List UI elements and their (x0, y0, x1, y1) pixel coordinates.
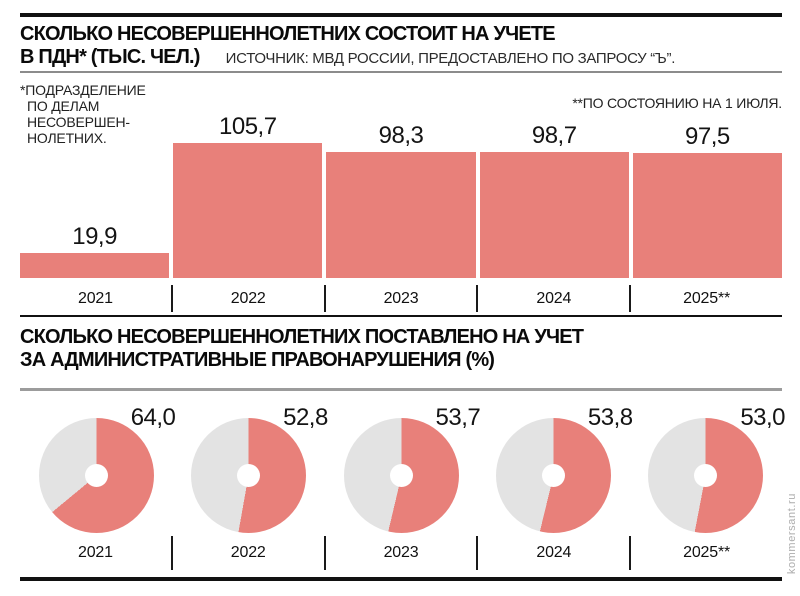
donut-2022 (191, 418, 307, 533)
footnote-pdn-line: НОЛЕТНИХ. (27, 130, 107, 146)
bar-2024 (479, 152, 629, 278)
bar-2023 (326, 152, 476, 278)
bar-column-2025: 97,5 (632, 123, 783, 278)
x-tick-2023: 2023 (323, 285, 477, 312)
x-tick-2022: 2022 (170, 285, 324, 312)
x-tick-2025: 2025** (629, 536, 782, 570)
donut-value-label: 52,8 (283, 404, 328, 431)
donut-value-label: 53,8 (587, 404, 633, 431)
donut-2021 (38, 418, 154, 533)
bottom-gap (20, 570, 782, 577)
watermark-kommersant: kommersant.ru (786, 492, 798, 574)
x-tick-2021: 2021 (78, 544, 113, 561)
footnote-pdn-line: НЕСОВЕРШЕН- (27, 114, 130, 130)
footnote-pdn-line: ПО ДЕЛАМ (27, 98, 100, 114)
footnote-as-of-date: **ПО СОСТОЯНИЮ НА 1 ИЮЛЯ. (572, 95, 782, 111)
donut-column-2023: 53,7 (325, 391, 481, 536)
bar-value-label: 19,9 (72, 223, 117, 250)
bar-2021 (20, 253, 170, 278)
donut-2024 (495, 418, 611, 533)
bar-2025 (632, 153, 783, 278)
x-tick-2021: 2021 (78, 289, 113, 307)
bar-column-2023: 98,3 (326, 122, 476, 278)
top-margin (20, 0, 782, 13)
bar-value-label: 97,5 (685, 123, 730, 150)
bar-2022 (173, 143, 323, 278)
donut-value-label: 53,0 (740, 404, 786, 431)
bar-chart-x-axis: 2021 2022 2023 2024 2025** (20, 285, 782, 312)
bar-value-label: 98,3 (378, 122, 424, 149)
x-tick-2024: 2024 (476, 536, 629, 570)
donut-column-2025: 53,0 (630, 391, 786, 536)
donut-2025 (648, 418, 764, 533)
bar-chart-area: *ПОДРАЗДЕЛЕНИЕ ПО ДЕЛАМ НЕСОВЕРШЕН- НОЛЕ… (20, 73, 782, 278)
x-tick-2025: 2025** (629, 285, 782, 312)
donut-chart-header: СКОЛЬКО НЕСОВЕРШЕННОЛЕТНИХ ПОСТАВЛЕНО НА… (20, 317, 782, 388)
donut-value-label: 64,0 (130, 404, 176, 431)
x-tick-2023: 2023 (323, 536, 477, 570)
donut-2023 (343, 418, 459, 533)
donut-column-2021: 64,0 (20, 391, 176, 536)
donut-column-2022: 52,8 (172, 391, 328, 536)
donut-header-rule (20, 388, 782, 391)
bar-column-2024: 98,7 (479, 122, 629, 278)
footnote-pdn: *ПОДРАЗДЕЛЕНИЕ ПО ДЕЛАМ НЕСОВЕРШЕН- НОЛЕ… (20, 82, 146, 146)
x-tick-2022: 2022 (170, 536, 324, 570)
bar-column-2022: 105,7 (173, 113, 323, 278)
bottom-rule (20, 577, 782, 581)
donut-chart-x-axis: 2021 2022 2023 2024 2025** (20, 536, 782, 570)
donut-column-2024: 53,8 (477, 391, 633, 536)
bar-chart-header: СКОЛЬКО НЕСОВЕРШЕННОЛЕТНИХ СОСТОИТ НА УЧ… (20, 17, 782, 71)
bar-chart-title-line2: В ПДН* (ТЫС. ЧЕЛ.) (20, 46, 200, 68)
x-tick-2024: 2024 (476, 285, 629, 312)
donut-chart-title-line1: СКОЛЬКО НЕСОВЕРШЕННОЛЕТНИХ ПОСТАВЛЕНО НА… (20, 326, 584, 348)
footnote-pdn-line: *ПОДРАЗДЕЛЕНИЕ (20, 82, 146, 98)
donut-chart-area: 64,0 52,8 53,7 53,8 53,0 (20, 391, 786, 536)
section-divider-rule (20, 315, 782, 317)
bar-value-label: 105,7 (219, 113, 277, 140)
bar-column-2021: 19,9 (20, 223, 170, 278)
bar-chart-title-row2: В ПДН* (ТЫС. ЧЕЛ.) ИСТОЧНИК: МВД РОССИИ,… (20, 46, 782, 71)
donut-chart-title-line2: ЗА АДМИНИСТРАТИВНЫЕ ПРАВОНАРУШЕНИЯ (%) (20, 349, 495, 371)
top-rule (20, 13, 782, 17)
donut-value-label: 53,7 (435, 404, 481, 431)
bar-value-label: 98,7 (531, 122, 577, 149)
header-rule (20, 71, 782, 73)
bar-chart-title-line1: СКОЛЬКО НЕСОВЕРШЕННОЛЕТНИХ СОСТОИТ НА УЧ… (20, 23, 556, 45)
source-note: ИСТОЧНИК: МВД РОССИИ, ПРЕДОСТАВЛЕНО ПО З… (225, 50, 676, 67)
bar-series: 19,9 105,7 98,3 98,7 97,5 (20, 73, 783, 278)
